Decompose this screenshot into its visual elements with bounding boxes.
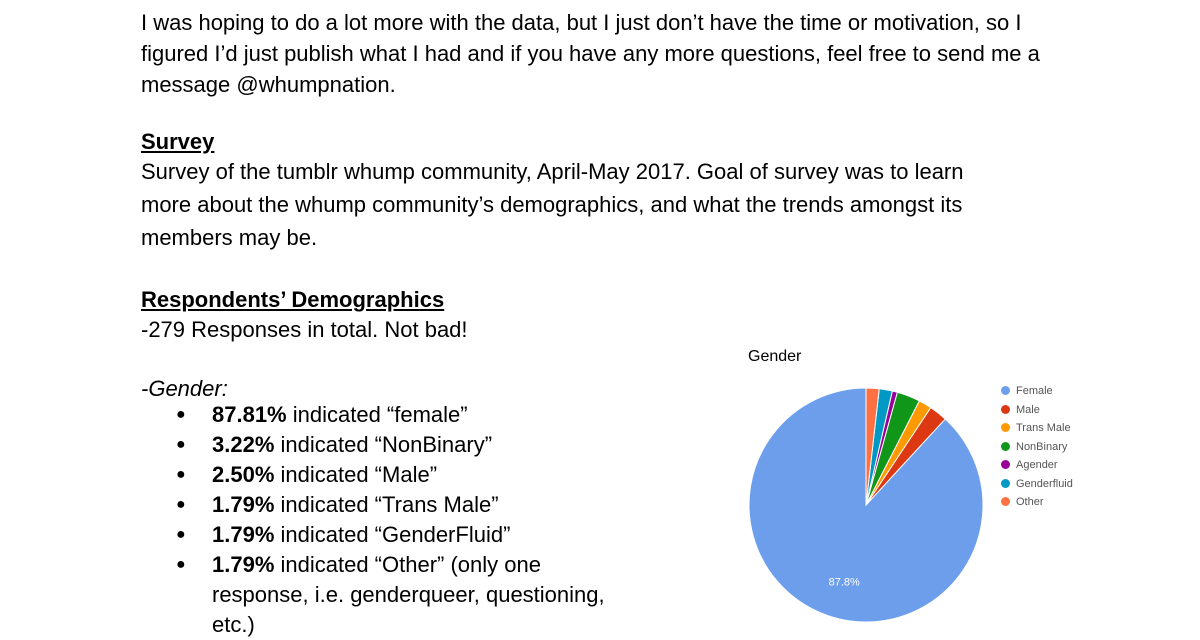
legend-item: Male <box>1001 403 1073 422</box>
list-item: ● 3.22% indicated “NonBinary” <box>141 430 612 460</box>
list-item-pct: 1.79% <box>212 522 275 547</box>
responses-summary: -279 Responses in total. Not bad! <box>141 317 468 342</box>
pie-slice-other <box>865 387 880 506</box>
list-item: ● 87.81% indicated “female” <box>141 400 612 430</box>
legend-swatch-icon <box>1001 478 1010 488</box>
legend-label: Trans Male <box>1016 422 1071 434</box>
legend-item: Female <box>1001 384 1073 403</box>
survey-line-1: Survey of the tumblr whump community, Ap… <box>141 159 964 184</box>
legend-item: NonBinary <box>1001 440 1073 459</box>
survey-line-2: more about the whump community’s demogra… <box>141 192 963 217</box>
list-item-text: indicated “Trans Male” <box>274 492 499 517</box>
intro-line-1: I was hoping to do a lot more with the d… <box>141 10 1022 35</box>
survey-line-3: members may be. <box>141 225 318 250</box>
legend-label: Genderfluid <box>1016 477 1073 490</box>
bullet-icon: ● <box>176 496 186 513</box>
list-item-pct: 87.81% <box>212 402 287 427</box>
legend-label: Female <box>1016 385 1053 397</box>
legend-label: Other <box>1016 496 1044 508</box>
bullet-icon: ● <box>176 466 186 483</box>
legend-swatch-icon <box>1001 441 1010 451</box>
list-item-text: indicated “NonBinary” <box>274 432 493 457</box>
list-item-pct: 2.50% <box>212 462 275 487</box>
bullet-icon: ● <box>176 406 186 423</box>
gender-label: -Gender: <box>141 376 228 401</box>
list-item-pct: 3.22% <box>212 432 275 457</box>
survey-heading: Survey <box>141 129 215 154</box>
legend-item: Agender <box>1001 458 1073 477</box>
legend-label: Agender <box>1016 459 1058 471</box>
pie-slice-label: 87.8% <box>829 576 860 588</box>
legend-label: Male <box>1016 403 1040 416</box>
legend-item: Genderfluid <box>1001 477 1073 496</box>
legend-swatch-icon <box>1001 404 1010 414</box>
intro-line-3: message @whumpnation. <box>141 72 396 97</box>
chart-legend: Female Male Trans Male NonBinary Agender Gend… <box>1001 384 1073 514</box>
gender-pie-chart: 87.8% <box>748 387 984 623</box>
list-item: ● 1.79% indicated “Other” (only one respo… <box>141 550 612 640</box>
legend-swatch-icon <box>1001 423 1010 432</box>
list-item-text: indicated “Male” <box>274 462 438 487</box>
list-item: ● 1.79% indicated “Trans Male” <box>141 490 612 520</box>
list-item-text: indicated “GenderFluid” <box>274 522 511 547</box>
list-item-pct: 1.79% <box>212 552 275 577</box>
legend-item: Other <box>1001 495 1073 514</box>
gender-list: ● 87.81% indicated “female” ● 3.22% indica… <box>141 400 612 640</box>
demographics-heading: Respondents’ Demographics <box>141 287 445 312</box>
legend-label: NonBinary <box>1016 440 1068 453</box>
list-item: ● 2.50% indicated “Male” <box>141 460 612 490</box>
legend-swatch-icon <box>1001 497 1010 506</box>
legend-item: Trans Male <box>1001 421 1073 440</box>
intro-line-2: figured I’d just publish what I had and … <box>141 41 1040 66</box>
list-item-pct: 1.79% <box>212 492 275 517</box>
list-item: ● 1.79% indicated “GenderFluid” <box>141 520 612 550</box>
list-item-text: indicated “Other” (only one response, i.… <box>212 552 605 637</box>
bullet-icon: ● <box>176 556 186 573</box>
legend-swatch-icon <box>1001 386 1010 395</box>
list-item-text: indicated “female” <box>286 402 468 427</box>
bullet-icon: ● <box>176 436 186 453</box>
chart-title: Gender <box>748 348 802 365</box>
bullet-icon: ● <box>176 526 186 543</box>
legend-swatch-icon <box>1001 460 1010 469</box>
